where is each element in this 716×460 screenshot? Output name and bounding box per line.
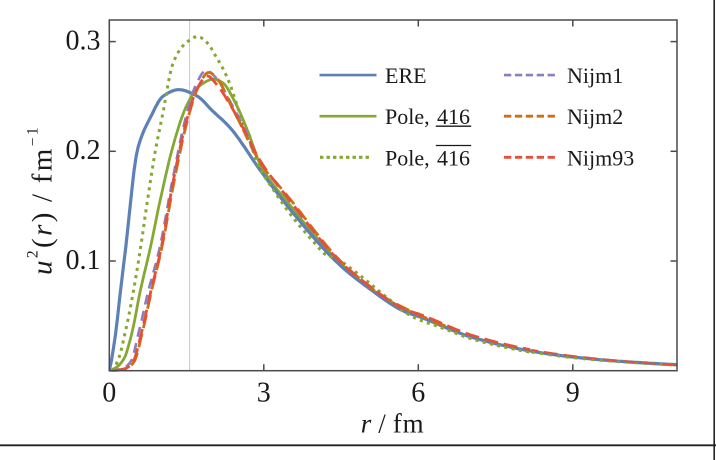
svg-text:3: 3 — [257, 378, 271, 409]
svg-text:Nijm2: Nijm2 — [567, 104, 623, 129]
svg-text:r / fm: r / fm — [361, 409, 425, 439]
svg-text:0: 0 — [102, 378, 116, 409]
svg-text:0.3: 0.3 — [66, 26, 101, 57]
svg-text:Nijm93: Nijm93 — [567, 145, 634, 170]
svg-text:Pole,416: Pole, 416 — [385, 145, 470, 170]
svg-text:9: 9 — [566, 378, 580, 409]
svg-text:ERE: ERE — [385, 63, 427, 88]
svg-text:Nijm1: Nijm1 — [567, 63, 623, 88]
svg-text:u2(r) / fm−1: u2(r) / fm−1 — [25, 125, 59, 275]
svg-text:0.2: 0.2 — [66, 135, 101, 166]
svg-text:6: 6 — [411, 378, 425, 409]
svg-text:0.1: 0.1 — [66, 245, 101, 276]
svg-text:Pole,416: Pole, 416 — [385, 104, 470, 129]
